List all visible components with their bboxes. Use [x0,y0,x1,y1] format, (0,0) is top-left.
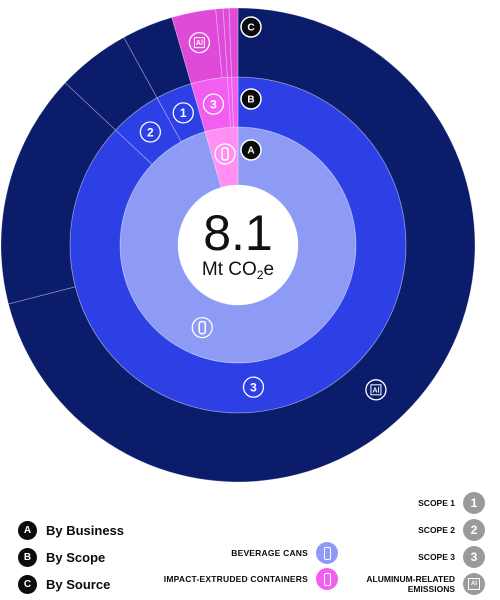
scope-3-icon: 3 [463,545,485,568]
letter-b-icon: B [18,548,37,567]
marker-a-icon-label: A [247,146,254,157]
beverage-can-icon-ring [191,316,213,339]
ring-legend: A By Business B By Scope C By Source [18,517,124,598]
aluminum-icon: Al [463,572,485,595]
aluminum-icon-impact: Al [196,40,203,47]
aluminum-icon-beverage-ring [365,379,387,401]
legend-label: By Scope [46,550,106,565]
legend-label: By Business [46,523,125,538]
scope-slice-impact-extruded-containers-1 [231,76,239,128]
can-icon [316,542,338,564]
scope-slice-impact-extruded-containers-2 [227,76,234,128]
legend-item-scope-1: SCOPE 1 1 [285,489,485,516]
marker-b-icon [240,88,262,110]
scope-slice-impact-extruded-containers-3 [190,76,232,133]
can-icon [316,568,338,590]
impact-can-icon [221,147,229,161]
marker-c-icon [240,16,262,38]
letter-a-icon: A [18,521,37,540]
source-slice-impact-extruded-containers-aluminum-related-emissions [171,8,223,85]
source-slice-impact-extruded-containers-scope-2 [222,7,233,78]
beverage-can-icon [198,320,206,335]
scope-1-icon: 1 [463,491,485,514]
legend-label: IMPACT-EXTRUDED CONTAINERS [163,574,308,584]
legend-label: SCOPE 1 [418,497,455,508]
scope-2-label-beverage-cans-ring [139,121,162,143]
legend-item-scope-3: SCOPE 3 3 [285,543,485,570]
legend-label: SCOPE 2 [418,524,455,535]
legend-item-impact-extruded: IMPACT-EXTRUDED CONTAINERS [138,566,338,592]
scope-3-label-beverage-cans-ring [242,376,265,398]
source-slice-impact-extruded-containers-scope-1 [228,7,239,78]
legend-label: ALUMINUM-RELATED EMISSIONS [366,573,455,594]
legend-item-aluminum: ALUMINUM-RELATED EMISSIONS Al [285,570,485,597]
legend-item-by-source: C By Source [18,571,124,598]
marker-b-icon-label: B [247,95,254,106]
legend-label: By Source [46,577,111,592]
business-legend: BEVERAGE CANS IMPACT-EXTRUDED CONTAINERS [138,540,338,592]
scope-slice-beverage-cans-2 [114,97,182,165]
marker-a-icon [240,139,262,161]
source-slice-beverage-cans-other [0,82,117,305]
aluminum-icon-impact-ring [188,31,211,54]
scope-3-label-impact-extruded-containers: 3 [210,97,217,111]
source-slice-beverage-cans-scope-2 [64,36,158,131]
legend-label: BEVERAGE CANS [231,548,308,558]
letter-c-icon: C [18,575,37,594]
scope-legend: SCOPE 1 1 SCOPE 2 2 SCOPE 3 3 ALUMINUM-R… [285,489,485,597]
scope-3-label-impact-extruded-containers-ring [202,93,225,115]
legend-item-by-business: A By Business [18,517,124,544]
center-unit: Mt CO2e [202,259,274,282]
source-slice-beverage-cans-aluminum-related-emissions [7,7,476,483]
scope-2-label-beverage-cans: 2 [147,125,154,139]
scope-2-icon: 2 [463,518,485,541]
center-hole [178,185,298,305]
aluminum-icon-beverage: Al [372,387,379,394]
impact-can-icon-ring [214,143,236,165]
scope-1-label-beverage-cans-ring [172,102,194,124]
scope-3-label-beverage-cans: 3 [250,380,257,394]
legend-item-by-scope: B By Scope [18,544,124,571]
source-slice-impact-extruded-containers-other [215,8,228,79]
scope-1-label-beverage-cans: 1 [180,106,187,120]
legend-item-beverage-cans: BEVERAGE CANS [138,540,338,566]
marker-c-icon-label: C [247,23,254,34]
sunburst-chart: 3 2 1 3 Al Al A B C 8.1 Mt CO2e [0,7,476,483]
center-value: 8.1 [203,205,273,261]
legend-item-scope-2: SCOPE 2 2 [285,516,485,543]
legend-label: SCOPE 3 [418,551,455,562]
